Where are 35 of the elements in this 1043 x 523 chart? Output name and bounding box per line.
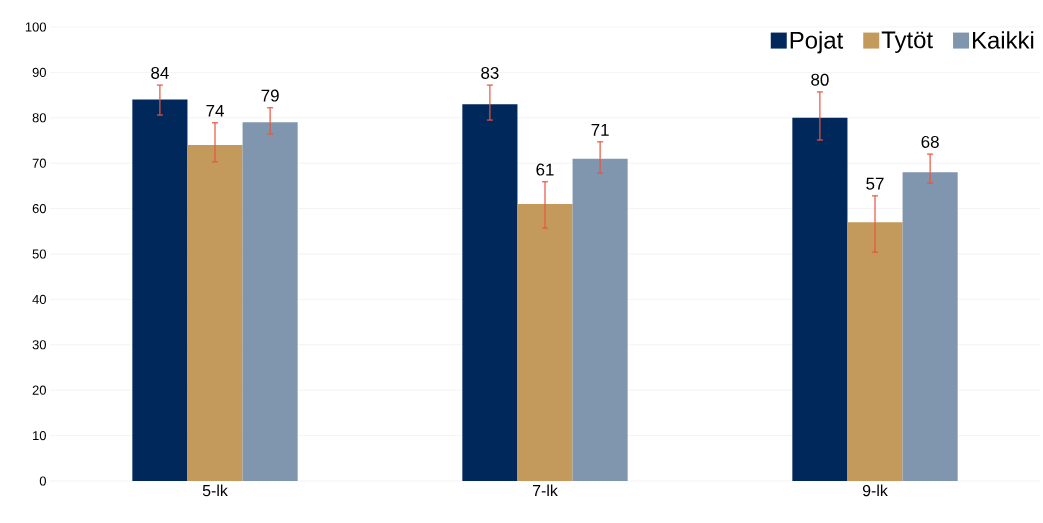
y-tick-label: 30: [32, 340, 46, 350]
data-label: 84: [151, 66, 169, 79]
y-tick-label: 70: [32, 158, 46, 168]
x-tick-label: 9-lk: [862, 484, 888, 497]
bar: [132, 99, 188, 481]
y-tick-label: 60: [32, 204, 46, 214]
data-label: 68: [921, 135, 939, 148]
y-tick-label: 40: [32, 294, 46, 304]
x-tick-label: 5-lk: [202, 484, 228, 497]
bar: [242, 122, 298, 481]
data-label: 83: [481, 66, 499, 79]
data-label: 71: [591, 123, 609, 136]
legend-label: Kaikki: [973, 31, 1034, 49]
y-tick-label: 80: [32, 113, 46, 123]
x-tick-label: 7-lk: [532, 484, 558, 497]
y-tick-label: 90: [32, 67, 46, 77]
bar: [517, 204, 573, 481]
y-tick-label: 20: [32, 385, 46, 395]
data-label: 79: [261, 89, 279, 102]
data-label: 57: [866, 177, 884, 190]
data-label: 74: [206, 104, 224, 117]
bar: [572, 158, 628, 481]
bar: [847, 222, 903, 481]
bar: [902, 172, 958, 481]
y-tick-label: 50: [32, 249, 46, 259]
y-tick-label: 10: [33, 431, 46, 441]
y-tick-label: 0: [39, 476, 46, 486]
data-label: 61: [536, 163, 554, 176]
bar: [792, 117, 848, 481]
data-label: 80: [811, 73, 829, 86]
legend-label: Pojat: [790, 31, 844, 54]
bar: [187, 145, 243, 481]
y-tick-label: 100: [25, 22, 46, 32]
bar: [462, 104, 518, 481]
legend-label: Tytöt: [881, 31, 933, 54]
